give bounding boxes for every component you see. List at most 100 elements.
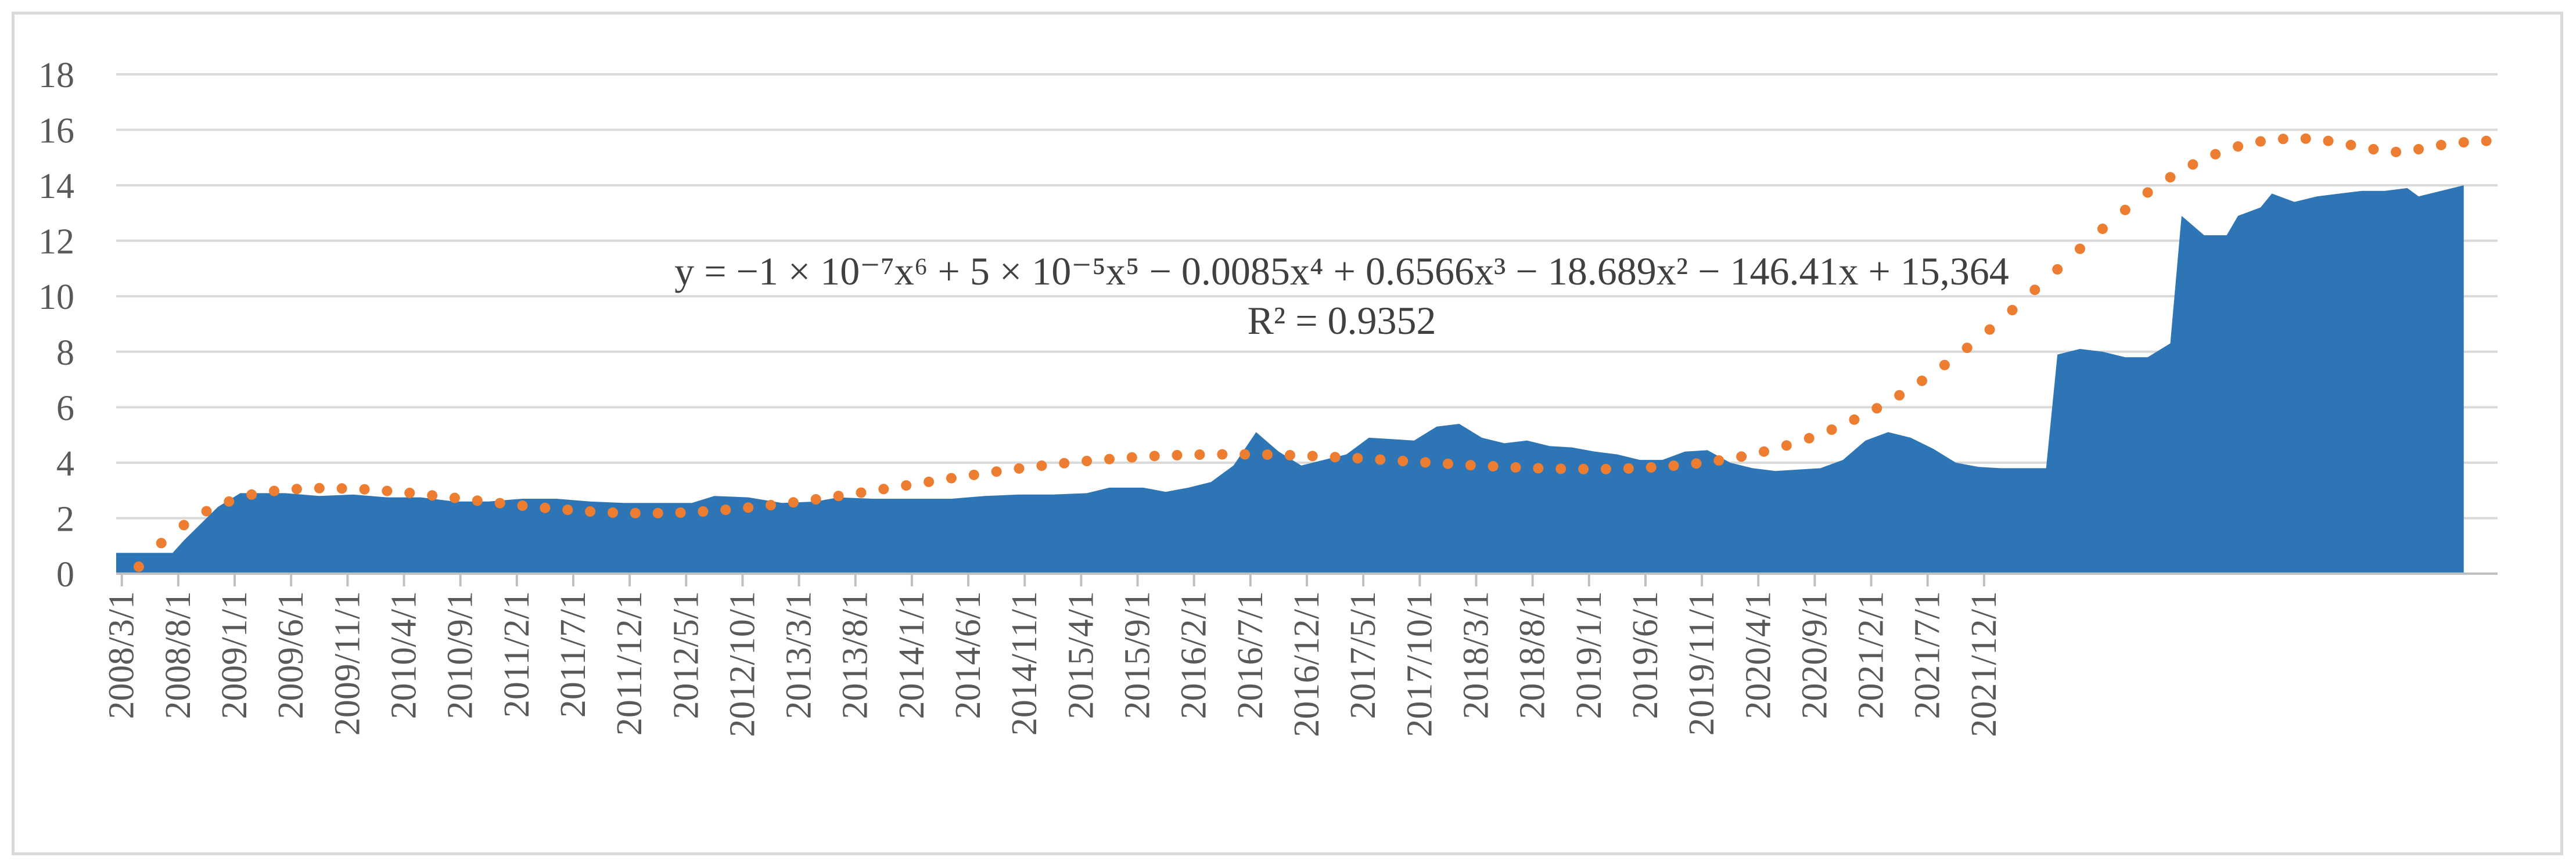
- x-tick-label: 2010/4/1: [384, 591, 423, 719]
- x-tick-label: 2016/7/1: [1231, 591, 1270, 719]
- x-tick-label: 2009/1/1: [215, 591, 254, 719]
- trend-point: [1713, 455, 1724, 466]
- area-series: [116, 185, 2464, 574]
- trend-point: [2052, 264, 2063, 275]
- trend-point: [1736, 451, 1747, 462]
- trend-point: [2481, 135, 2492, 146]
- trend-point: [1126, 452, 1137, 463]
- trend-point: [878, 484, 889, 495]
- trend-point: [404, 488, 415, 498]
- trend-point: [224, 496, 235, 507]
- x-tick-label: 2014/1/1: [892, 591, 932, 719]
- x-tick-label: 2021/12/1: [1964, 591, 2004, 737]
- x-tick-label: 2016/2/1: [1174, 591, 1214, 719]
- trend-point: [2119, 204, 2131, 215]
- trend-point: [2007, 305, 2018, 316]
- trend-point: [494, 498, 505, 509]
- trend-point: [901, 480, 912, 491]
- x-tick-label: 2010/9/1: [441, 591, 480, 719]
- y-tick-label: 0: [56, 555, 74, 595]
- trend-point: [2210, 149, 2221, 160]
- trend-point: [1352, 453, 1363, 464]
- trend-point: [2323, 135, 2334, 146]
- trend-point: [2187, 159, 2198, 170]
- trend-point: [2368, 144, 2379, 154]
- y-tick-label: 8: [56, 333, 74, 373]
- x-tick-label: 2012/5/1: [666, 591, 706, 719]
- x-tick-label: 2013/3/1: [779, 591, 819, 719]
- trend-point: [359, 484, 370, 495]
- trend-point: [1217, 449, 1228, 460]
- x-tick-label: 2019/11/1: [1682, 591, 1722, 736]
- trend-point: [314, 482, 325, 494]
- trend-point: [1759, 446, 1769, 457]
- trend-point: [427, 490, 438, 501]
- area-series-fill: [116, 185, 2464, 574]
- x-tick-label: 2018/8/1: [1513, 591, 1553, 719]
- trend-point: [540, 502, 551, 513]
- trend-point: [1646, 462, 1657, 473]
- trend-point: [788, 497, 799, 508]
- trend-point: [630, 507, 641, 518]
- trend-point: [2233, 141, 2244, 152]
- trend-point: [1894, 390, 1905, 401]
- y-tick-label: 4: [56, 444, 74, 484]
- trend-point: [720, 505, 731, 516]
- x-tick-label: 2016/12/1: [1287, 591, 1327, 737]
- trend-point: [1623, 463, 1634, 474]
- trend-point: [1262, 449, 1273, 460]
- trend-point: [2413, 144, 2424, 154]
- trend-point: [698, 506, 709, 517]
- trend-point: [991, 466, 1002, 477]
- trend-point: [1104, 453, 1115, 464]
- trend-point: [1917, 375, 1927, 386]
- y-tick-label: 14: [38, 167, 74, 206]
- x-tick-label: 2020/4/1: [1738, 591, 1778, 719]
- trend-point: [1488, 461, 1499, 472]
- trend-point: [1284, 450, 1295, 460]
- trend-point: [2142, 187, 2153, 198]
- trend-point: [201, 506, 212, 517]
- y-tick-label: 6: [56, 388, 74, 428]
- trend-point: [2458, 137, 2469, 148]
- trend-point: [766, 500, 776, 510]
- trend-point: [810, 494, 821, 505]
- trend-point: [517, 500, 528, 511]
- trend-point: [1014, 463, 1025, 474]
- x-tick-label: 2020/9/1: [1795, 591, 1834, 719]
- x-tick-label: 2008/3/1: [102, 591, 142, 719]
- trend-point: [1871, 403, 1882, 414]
- trend-point: [2097, 224, 2108, 235]
- trend-point: [1465, 460, 1476, 471]
- x-tick-label: 2015/9/1: [1118, 591, 1158, 719]
- trend-point: [585, 506, 596, 517]
- x-tick-label: 2018/3/1: [1456, 591, 1496, 719]
- y-tick-label: 18: [38, 56, 74, 95]
- trend-point: [946, 473, 957, 484]
- y-tick-label: 12: [38, 222, 74, 262]
- y-tick-label: 10: [38, 278, 74, 317]
- trend-point: [1578, 463, 1589, 474]
- trend-point: [652, 507, 663, 518]
- x-tick-label: 2021/2/1: [1852, 591, 1891, 719]
- trend-point: [472, 495, 483, 506]
- x-tick-label: 2017/10/1: [1400, 591, 1439, 737]
- trend-point: [2345, 139, 2356, 150]
- x-tick-label: 2011/12/1: [610, 591, 649, 736]
- y-tick-label: 2: [56, 499, 74, 539]
- x-tick-label: 2011/7/1: [554, 591, 593, 718]
- trend-point: [1781, 440, 1792, 451]
- trend-point: [1059, 458, 1070, 469]
- trend-point: [856, 487, 867, 498]
- trend-point: [1442, 458, 1453, 469]
- x-tick-label: 2009/11/1: [328, 591, 367, 736]
- trend-point: [1826, 424, 1837, 435]
- trend-point: [2255, 136, 2266, 147]
- x-tick-label: 2011/2/1: [497, 591, 537, 718]
- trend-point: [2029, 284, 2040, 296]
- trend-point: [1036, 460, 1047, 471]
- x-tick-label: 2019/1/1: [1569, 591, 1609, 719]
- trend-point: [2391, 146, 2402, 157]
- trend-point: [382, 485, 393, 496]
